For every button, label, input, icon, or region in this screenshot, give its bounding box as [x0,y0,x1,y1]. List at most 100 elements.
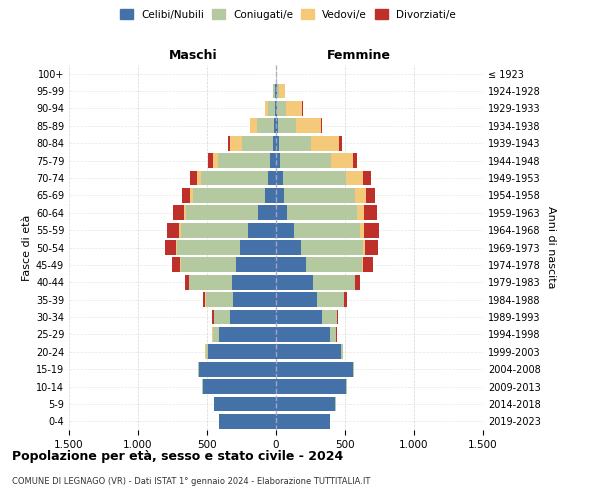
Bar [276,327,330,342]
Bar [208,153,212,168]
Bar [240,240,276,255]
Bar [360,222,364,238]
Text: Femmine: Femmine [327,48,391,62]
Bar [184,206,187,220]
Bar [274,118,276,133]
Bar [203,292,205,307]
Bar [276,222,294,238]
Y-axis label: Anni di nascita: Anni di nascita [546,206,556,289]
Bar [353,153,358,168]
Bar [268,101,275,116]
Bar [179,222,181,238]
Bar [208,344,276,359]
Bar [322,310,337,324]
Bar [355,275,360,289]
Bar [165,240,176,255]
Bar [189,275,232,289]
Bar [265,188,276,202]
Bar [203,379,276,394]
Bar [301,240,363,255]
Bar [286,101,302,116]
Bar [276,396,335,411]
Bar [212,327,220,342]
Bar [321,118,322,133]
Bar [268,170,276,186]
Bar [190,170,197,186]
Bar [230,136,241,150]
Bar [358,206,364,220]
Bar [233,292,276,307]
Bar [232,275,276,289]
Bar [273,84,275,98]
Bar [276,258,307,272]
Bar [276,310,322,324]
Bar [276,118,278,133]
Bar [340,136,342,150]
Bar [214,310,230,324]
Bar [180,258,181,272]
Bar [257,118,274,133]
Bar [202,379,203,394]
Text: COMUNE DI LEGNAGO (VR) - Dati ISTAT 1° gennaio 2024 - Elaborazione TUTTITALIA.IT: COMUNE DI LEGNAGO (VR) - Dati ISTAT 1° g… [12,478,370,486]
Bar [206,292,233,307]
Bar [313,275,355,289]
Bar [276,136,279,150]
Y-axis label: Fasce di età: Fasce di età [22,214,32,280]
Text: Popolazione per età, sesso e stato civile - 2024: Popolazione per età, sesso e stato civil… [12,450,343,463]
Bar [206,344,208,359]
Text: Maschi: Maschi [169,48,218,62]
Bar [344,292,347,307]
Bar [364,222,379,238]
Bar [273,136,276,150]
Bar [220,327,276,342]
Legend: Celibi/Nubili, Coniugati/e, Vedovi/e, Divorziati/e: Celibi/Nubili, Coniugati/e, Vedovi/e, Di… [116,5,460,24]
Bar [364,206,377,220]
Bar [276,170,283,186]
Bar [302,101,303,116]
Bar [190,188,193,202]
Bar [331,153,353,168]
Bar [212,153,218,168]
Bar [258,206,276,220]
Bar [276,292,317,307]
Bar [362,258,373,272]
Bar [283,170,346,186]
Bar [279,136,311,150]
Bar [181,222,248,238]
Bar [197,170,202,186]
Bar [241,136,273,150]
Bar [330,327,336,342]
Bar [275,84,276,98]
Bar [248,222,276,238]
Bar [167,222,179,238]
Bar [199,362,276,376]
Bar [176,240,240,255]
Bar [276,188,284,202]
Bar [276,414,330,428]
Bar [173,206,184,220]
Bar [272,84,273,98]
Bar [280,153,331,168]
Bar [363,240,365,255]
Bar [212,310,214,324]
Bar [363,170,371,186]
Bar [276,379,346,394]
Bar [236,258,276,272]
Bar [276,84,277,98]
Bar [218,153,271,168]
Bar [202,170,268,186]
Bar [353,362,354,376]
Bar [276,344,341,359]
Bar [271,153,276,168]
Bar [284,188,355,202]
Bar [276,362,353,376]
Bar [276,101,277,116]
Bar [287,206,358,220]
Bar [280,84,285,98]
Bar [265,101,268,116]
Bar [198,362,199,376]
Bar [278,118,296,133]
Bar [336,327,337,342]
Bar [277,84,280,98]
Bar [366,188,376,202]
